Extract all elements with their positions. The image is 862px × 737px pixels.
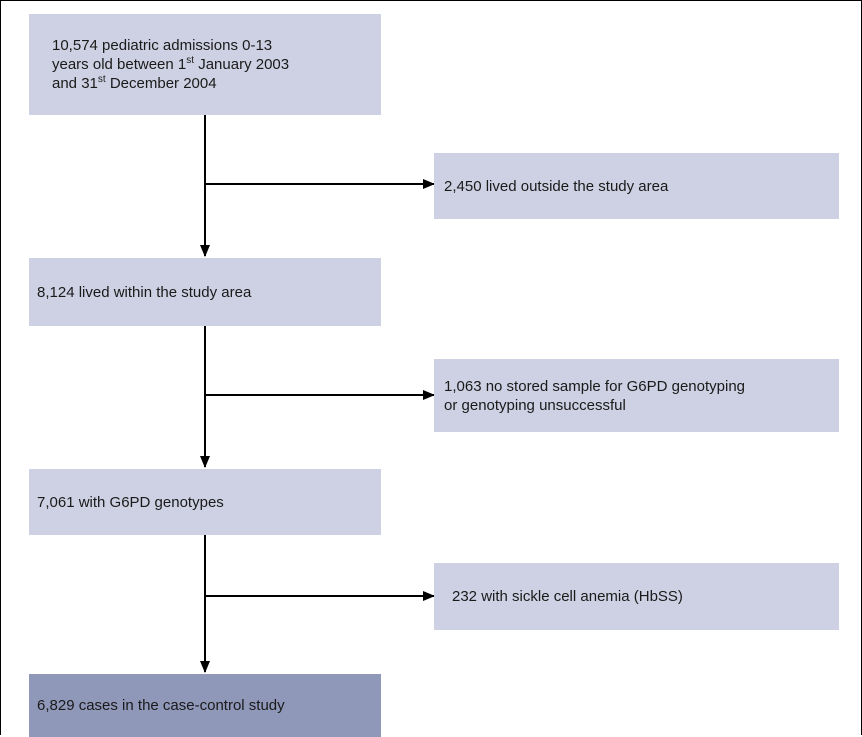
exclusion-3-text: 232 with sickle cell anemia (HbSS)	[452, 588, 683, 605]
exclusion-1-text: 2,450 lived outside the study area	[444, 177, 669, 195]
exclusion-box-3: 232 with sickle cell anemia (HbSS)	[434, 563, 839, 630]
step2-text: 8,124 lived within the study area	[37, 283, 252, 301]
final-box: 6,829 cases in the case-control study	[29, 674, 381, 737]
start-line-2: years old between 1st January 2003	[52, 55, 290, 74]
final-text: 6,829 cases in the case-control study	[37, 697, 285, 714]
exclusion-2-line-2: or genotyping unsuccessful	[444, 396, 626, 414]
exclusion-box-1: 2,450 lived outside the study area	[434, 153, 839, 219]
step2-box: 8,124 lived within the study area	[29, 258, 381, 326]
start-line-1: 10,574 pediatric admissions 0-13	[52, 37, 273, 54]
exclusion-2-line-1: 1,063 no stored sample for G6PD genotypi…	[444, 377, 746, 395]
start-box: 10,574 pediatric admissions 0-13 years o…	[29, 14, 381, 115]
frame-gap	[0, 735, 862, 737]
start-line-3: and 31st December 2004	[52, 74, 217, 93]
step3-box: 7,061 with G6PD genotypes	[29, 469, 381, 535]
exclusion-box-2: 1,063 no stored sample for G6PD genotypi…	[434, 359, 839, 432]
step3-text: 7,061 with G6PD genotypes	[37, 493, 224, 511]
